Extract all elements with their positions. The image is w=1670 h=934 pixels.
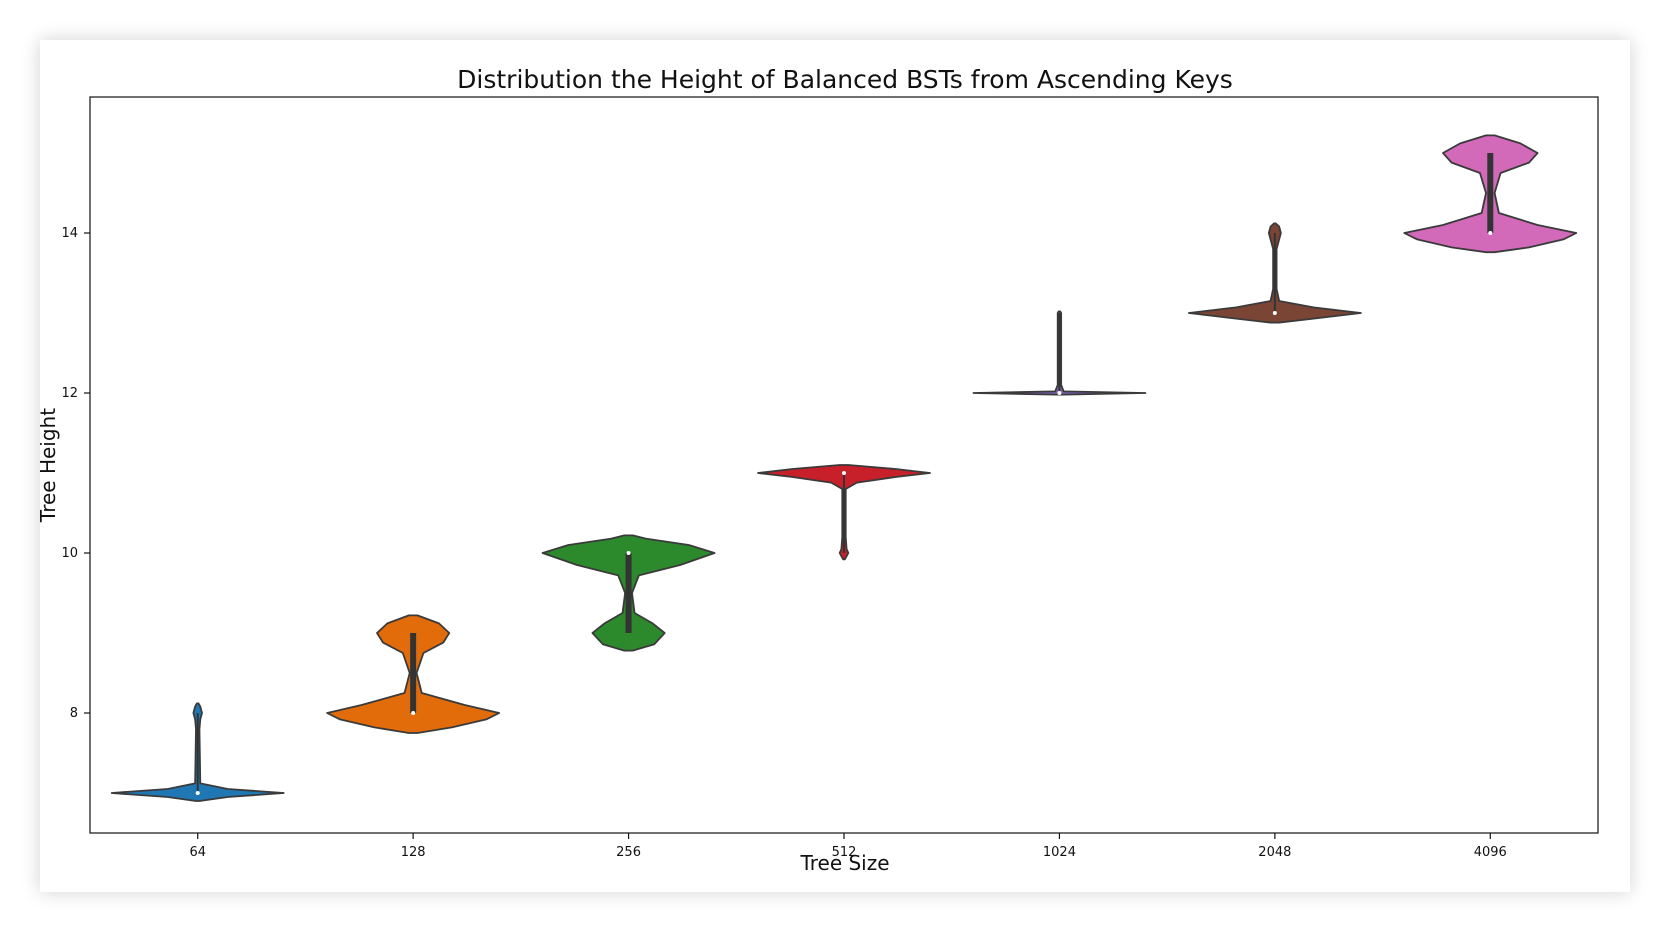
y-tick-label: 12 xyxy=(61,386,78,401)
x-tick-label: 512 xyxy=(832,845,857,860)
x-tick-label: 4096 xyxy=(1474,845,1507,860)
violin-256 xyxy=(541,534,716,652)
violin-median xyxy=(626,551,631,555)
violin-median xyxy=(1057,391,1062,395)
x-axis-label: Tree Size xyxy=(799,851,889,875)
violin-1024 xyxy=(972,310,1147,396)
x-tick-label: 1024 xyxy=(1043,845,1076,860)
violin-2048 xyxy=(1187,222,1362,324)
y-axis: 8 10 12 14 xyxy=(61,226,90,721)
violin-median xyxy=(411,711,416,715)
violin-chart: Distribution the Height of Balanced BSTs… xyxy=(40,65,1599,875)
violin-64 xyxy=(110,702,285,802)
y-tick-label: 14 xyxy=(61,226,78,241)
violin-median xyxy=(1488,231,1493,235)
violin-median xyxy=(1272,311,1277,315)
violin-median xyxy=(195,791,200,795)
y-axis-label: Tree Height xyxy=(40,408,60,523)
x-tick-label: 64 xyxy=(189,845,206,860)
x-tick-label: 128 xyxy=(401,845,426,860)
violin-512 xyxy=(757,464,931,561)
y-tick-label: 10 xyxy=(61,546,78,561)
chart-title: Distribution the Height of Balanced BSTs… xyxy=(457,65,1233,94)
violin-4096 xyxy=(1403,134,1578,254)
violin-128 xyxy=(326,614,501,734)
violins-group xyxy=(110,134,1578,802)
violin-median xyxy=(842,471,846,475)
x-tick-label: 256 xyxy=(616,845,641,860)
y-tick-label: 8 xyxy=(70,706,78,721)
chart-card: Distribution the Height of Balanced BSTs… xyxy=(40,40,1630,892)
x-axis: 64 128 256 512 1024 2048 4096 xyxy=(189,833,1507,860)
x-tick-label: 2048 xyxy=(1258,845,1291,860)
